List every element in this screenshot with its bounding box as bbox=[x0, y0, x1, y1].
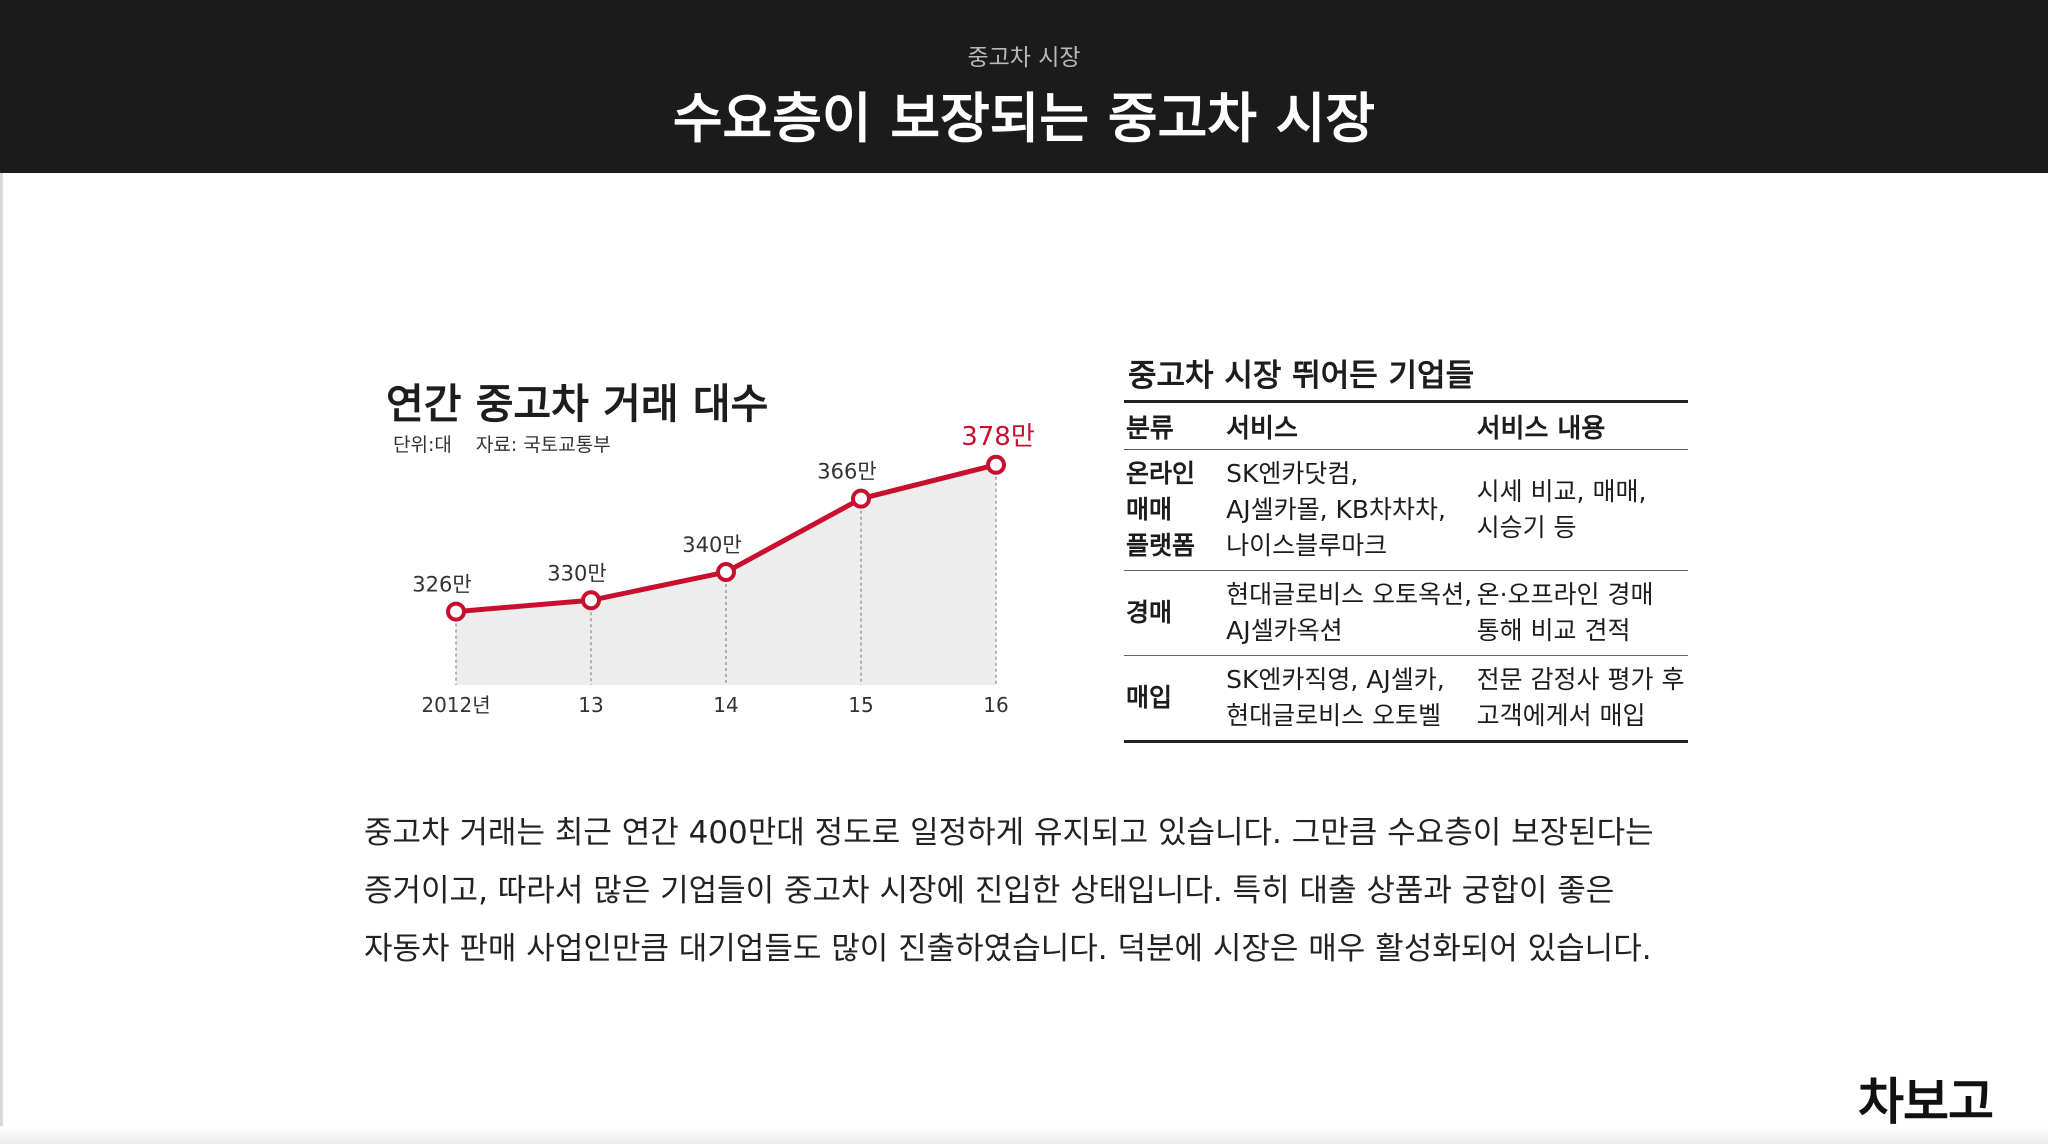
table-cell-line: AJ셀카옥션 bbox=[1226, 616, 1343, 645]
table-header-detail: 서비스 내용 bbox=[1474, 400, 1688, 450]
table-cell-line: AJ셀카몰, KB차차차, bbox=[1226, 495, 1446, 524]
body-line: 자동차 판매 사업인만큼 대기업들도 많이 진출하였습니다. 덕분에 시장은 매… bbox=[364, 931, 1652, 967]
table-body: 온라인 매매 플랫폼 SK엔카닷컴, AJ셀카몰, KB차차차, 나이스블루마크 시세 비교… bbox=[1124, 449, 1688, 743]
table-cell-line: 나이스블루마크 bbox=[1226, 531, 1388, 560]
table-header-category: 분류 bbox=[1124, 400, 1225, 450]
page-header: 중고차 시장 수요층이 보장되는 중고차 시장 bbox=[0, 0, 2048, 173]
table-cell-line: 매입 bbox=[1126, 683, 1173, 712]
x-tick-label: 15 bbox=[848, 693, 873, 717]
table-cell-line: 온라인 bbox=[1126, 459, 1196, 488]
table-cell-line: 현대글로비스 오토벨 bbox=[1226, 701, 1442, 730]
table-cell-category: 매입 bbox=[1124, 655, 1225, 743]
table-cell-line: 전문 감정사 평가 후 bbox=[1476, 665, 1685, 694]
table-cell-line: 경매 bbox=[1126, 598, 1173, 627]
chart-subtitle: 단위:대 자료: 국토교통부 bbox=[393, 430, 629, 457]
brand-logo: 차보고 bbox=[1858, 1073, 1994, 1131]
x-tick-label: 2012년 bbox=[421, 693, 490, 717]
data-label: 326만 bbox=[412, 573, 471, 597]
data-label: 378만 bbox=[961, 422, 1035, 452]
table-cell-line: SK엔카직영, AJ셀카, bbox=[1226, 665, 1445, 694]
chart-source-label: 자료: 국토교통부 bbox=[475, 434, 611, 456]
data-point bbox=[716, 562, 736, 583]
body-line: 증거이고, 따라서 많은 기업들이 중고차 시장에 진입한 상태입니다. 특히 … bbox=[364, 873, 1615, 909]
header-kicker: 중고차 시장 bbox=[967, 45, 1081, 71]
table-cell-line: 통해 비교 견적 bbox=[1476, 616, 1631, 645]
table-cell-service: SK엔카닷컴, AJ셀카몰, KB차차차, 나이스블루마크 bbox=[1224, 449, 1475, 571]
table-title: 중고차 시장 뛰어든 기업들 bbox=[1128, 358, 1475, 394]
body-paragraph: 중고차 거래는 최근 연간 400만대 정도로 일정하게 유지되고 있습니다. … bbox=[364, 804, 1684, 978]
data-point bbox=[446, 601, 466, 622]
x-tick-label: 14 bbox=[713, 693, 738, 717]
table-cell-line: 현대글로비스 오토옥션, bbox=[1226, 580, 1473, 609]
data-point bbox=[581, 590, 601, 611]
table-header-service: 서비스 bbox=[1224, 400, 1475, 450]
chart-unit-label: 단위:대 bbox=[393, 434, 452, 456]
chart-title: 연간 중고차 거래 대수 bbox=[386, 380, 769, 428]
table-cell-line: 고객에게서 매입 bbox=[1476, 701, 1646, 730]
table-cell-service: 현대글로비스 오토옥션, AJ셀카옥션 bbox=[1224, 570, 1475, 656]
table-cell-service: SK엔카직영, AJ셀카, 현대글로비스 오토벨 bbox=[1224, 655, 1475, 743]
table-cell-line: 매매 bbox=[1126, 495, 1173, 524]
left-border bbox=[0, 173, 3, 1144]
table-header-row: 분류 서비스 서비스 내용 bbox=[1124, 400, 1688, 450]
line-chart: 326만 2012년 330만 13 340만 14 366만 15 378만 16 bbox=[412, 422, 1035, 717]
table-cell-line: 시세 비교, 매매, bbox=[1476, 477, 1647, 506]
data-label: 330만 bbox=[547, 561, 606, 585]
data-point bbox=[986, 454, 1006, 475]
table-cell-line: 온·오프라인 경매 bbox=[1476, 580, 1654, 609]
data-point bbox=[851, 488, 871, 509]
table-cell-line: SK엔카닷컴, bbox=[1226, 459, 1359, 488]
table-cell-category: 경매 bbox=[1124, 570, 1225, 656]
table-cell-line: 플랫폼 bbox=[1126, 531, 1196, 560]
table-cell-detail: 시세 비교, 매매, 시승기 등 bbox=[1474, 449, 1688, 571]
body-line: 중고차 거래는 최근 연간 400만대 정도로 일정하게 유지되고 있습니다. … bbox=[364, 815, 1654, 851]
bottom-shade bbox=[0, 1126, 2048, 1144]
table-row: 온라인 매매 플랫폼 SK엔카닷컴, AJ셀카몰, KB차차차, 나이스블루마크 시세 비교… bbox=[1124, 449, 1688, 571]
data-label: 340만 bbox=[682, 533, 741, 557]
x-tick-label: 13 bbox=[578, 693, 603, 717]
page-title: 수요층이 보장되는 중고차 시장 bbox=[672, 87, 1376, 150]
table-cell-line: 시승기 등 bbox=[1476, 513, 1577, 542]
data-label: 366만 bbox=[817, 460, 876, 484]
x-tick-label: 16 bbox=[983, 693, 1008, 717]
companies-table: 분류 서비스 서비스 내용 온라인 매매 플랫폼 SK엔카닷컴, AJ셀카몰, KB차차… bbox=[1124, 400, 1688, 743]
